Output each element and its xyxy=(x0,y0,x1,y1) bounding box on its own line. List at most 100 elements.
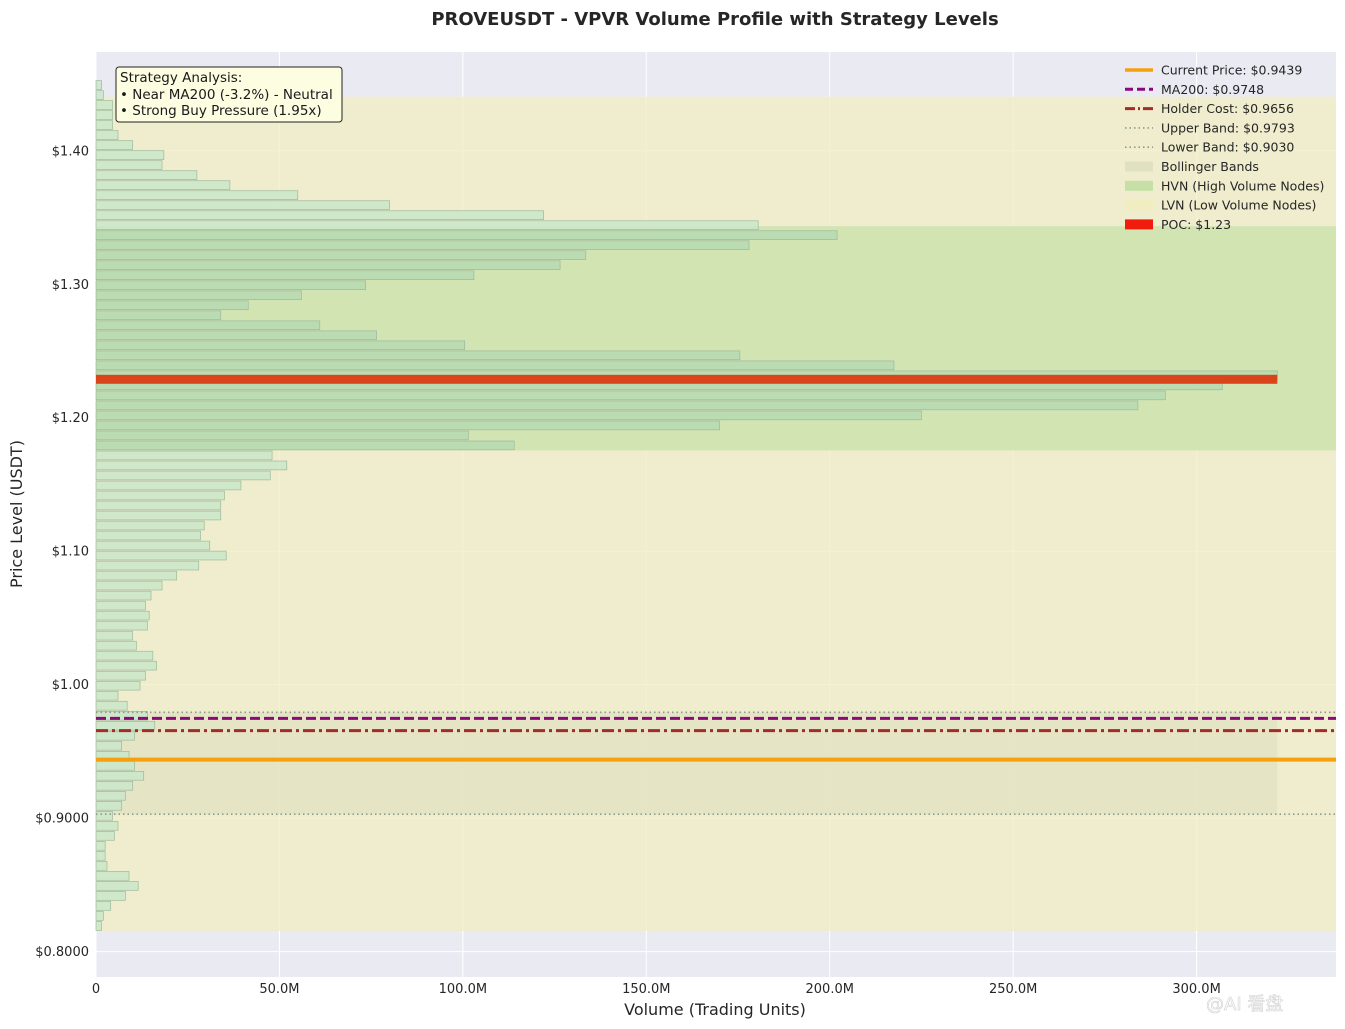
y-tick-label: $0.8000 xyxy=(35,945,89,960)
legend-handle-hvn xyxy=(1125,180,1153,191)
volume-bar xyxy=(95,290,302,301)
volume-bar xyxy=(95,821,119,831)
volume-bar xyxy=(95,881,139,891)
legend-label-poc: POC: $1.23 xyxy=(1161,217,1231,232)
volume-bar xyxy=(95,861,108,871)
volume-bar xyxy=(95,540,211,551)
volume-bar xyxy=(95,190,299,200)
volume-bar xyxy=(95,690,119,701)
volume-bar xyxy=(95,710,148,721)
volume-bar xyxy=(95,851,106,861)
volume-bar xyxy=(95,911,104,921)
volume-bar xyxy=(95,490,225,501)
volume-bar xyxy=(95,590,152,601)
x-axis-ticks: 0 50.0M 100.0M 150.0M 200.0M 250.0M 300.0M xyxy=(92,982,1221,997)
volume-bar xyxy=(95,420,721,431)
annotation-box xyxy=(115,66,343,123)
volume-bar xyxy=(95,680,141,691)
y-tick-label: $0.9000 xyxy=(35,812,89,827)
volume-bar xyxy=(95,100,113,110)
x-tick-label: 300.0M xyxy=(1172,982,1220,997)
volume-bar xyxy=(95,450,273,461)
volume-bar xyxy=(95,811,113,821)
volume-bar xyxy=(95,240,750,250)
x-tick-label: 150.0M xyxy=(622,982,670,997)
volume-bar xyxy=(95,210,544,220)
volume-bar xyxy=(95,160,163,170)
volume-bar xyxy=(95,520,205,531)
volume-bar xyxy=(95,781,134,791)
volume-bar xyxy=(95,921,102,931)
legend-handle-poc xyxy=(1125,219,1153,230)
legend-label-lower-band: Lower Band: $0.9030 xyxy=(1161,140,1294,155)
poc-bar xyxy=(96,374,1278,384)
volume-bar xyxy=(95,80,102,90)
y-axis-ticks: $0.8000 $0.9000 $1.00 $1.10 $1.20 $1.30 $1.40 xyxy=(35,144,89,960)
volume-bar xyxy=(95,340,466,351)
volume-bar xyxy=(95,410,922,421)
volume-bar xyxy=(95,901,112,911)
y-tick-label: $1.20 xyxy=(52,411,89,426)
volume-bar xyxy=(95,350,741,361)
volume-bar xyxy=(95,230,838,240)
y-tick-label: $1.10 xyxy=(52,545,89,560)
volume-bar xyxy=(95,650,154,661)
volume-bar xyxy=(95,510,222,521)
y-axis-label: Price Level (USDT) xyxy=(7,440,26,588)
volume-bar xyxy=(95,280,366,291)
x-tick-label: 200.0M xyxy=(806,982,854,997)
volume-bar xyxy=(95,440,515,451)
legend-label-ma200: MA200: $0.9748 xyxy=(1161,82,1264,97)
legend-label-bollinger: Bollinger Bands xyxy=(1161,159,1259,174)
legend-label-hvn: HVN (High Volume Nodes) xyxy=(1161,178,1324,193)
annotation-line-1: Strategy Analysis: xyxy=(120,70,242,86)
volume-bar xyxy=(95,720,156,731)
volume-bar xyxy=(95,200,390,210)
legend-handle-bollinger xyxy=(1125,161,1153,172)
volume-bar xyxy=(95,891,126,901)
volume-bar xyxy=(95,120,113,130)
volume-bar xyxy=(95,300,249,311)
volume-bar xyxy=(95,220,759,230)
y-tick-label: $1.40 xyxy=(52,144,89,159)
volume-bar xyxy=(95,630,134,641)
volume-bar xyxy=(95,801,123,811)
volume-bar xyxy=(95,130,119,140)
x-tick-label: 100.0M xyxy=(439,982,487,997)
volume-bar xyxy=(95,400,1139,411)
legend: Current Price: $0.9439 MA200: $0.9748 Hold… xyxy=(1125,63,1324,232)
x-axis-label: Volume (Trading Units) xyxy=(624,1000,806,1019)
volume-bar xyxy=(95,871,130,881)
volume-bar xyxy=(95,480,242,491)
legend-label-current-price: Current Price: $0.9439 xyxy=(1161,63,1302,78)
volume-bar xyxy=(95,260,561,270)
annotation-line-3: • Strong Buy Pressure (1.95x) xyxy=(120,103,322,119)
volume-bar xyxy=(95,320,321,331)
x-tick-label: 50.0M xyxy=(259,982,299,997)
legend-label-holder-cost: Holder Cost: $0.9656 xyxy=(1161,101,1294,116)
legend-label-lvn: LVN (Low Volume Nodes) xyxy=(1161,198,1316,213)
volume-bar xyxy=(95,550,227,561)
volume-bar xyxy=(95,620,148,631)
volume-bar xyxy=(95,841,106,851)
bollinger-zone xyxy=(96,712,1278,815)
volume-bar xyxy=(95,670,146,681)
volume-bar xyxy=(95,460,288,471)
volume-bar xyxy=(95,470,271,481)
volume-bar xyxy=(95,430,469,441)
volume-bar xyxy=(95,330,378,341)
volume-bar xyxy=(95,570,178,581)
y-tick-label: $1.00 xyxy=(52,678,89,693)
annotation-line-2: • Near MA200 (-3.2%) - Neutral xyxy=(120,87,333,103)
volume-bar xyxy=(95,530,201,541)
chart-title: PROVEUSDT - VPVR Volume Profile with Str… xyxy=(431,9,998,30)
volume-bar xyxy=(95,250,587,260)
x-tick-label: 250.0M xyxy=(989,982,1037,997)
volume-bar xyxy=(95,360,895,371)
volume-bar xyxy=(95,580,163,591)
strategy-levels xyxy=(96,374,1336,815)
volume-bar xyxy=(95,90,104,100)
volume-bar xyxy=(95,700,128,711)
y-tick-label: $1.30 xyxy=(52,278,89,293)
